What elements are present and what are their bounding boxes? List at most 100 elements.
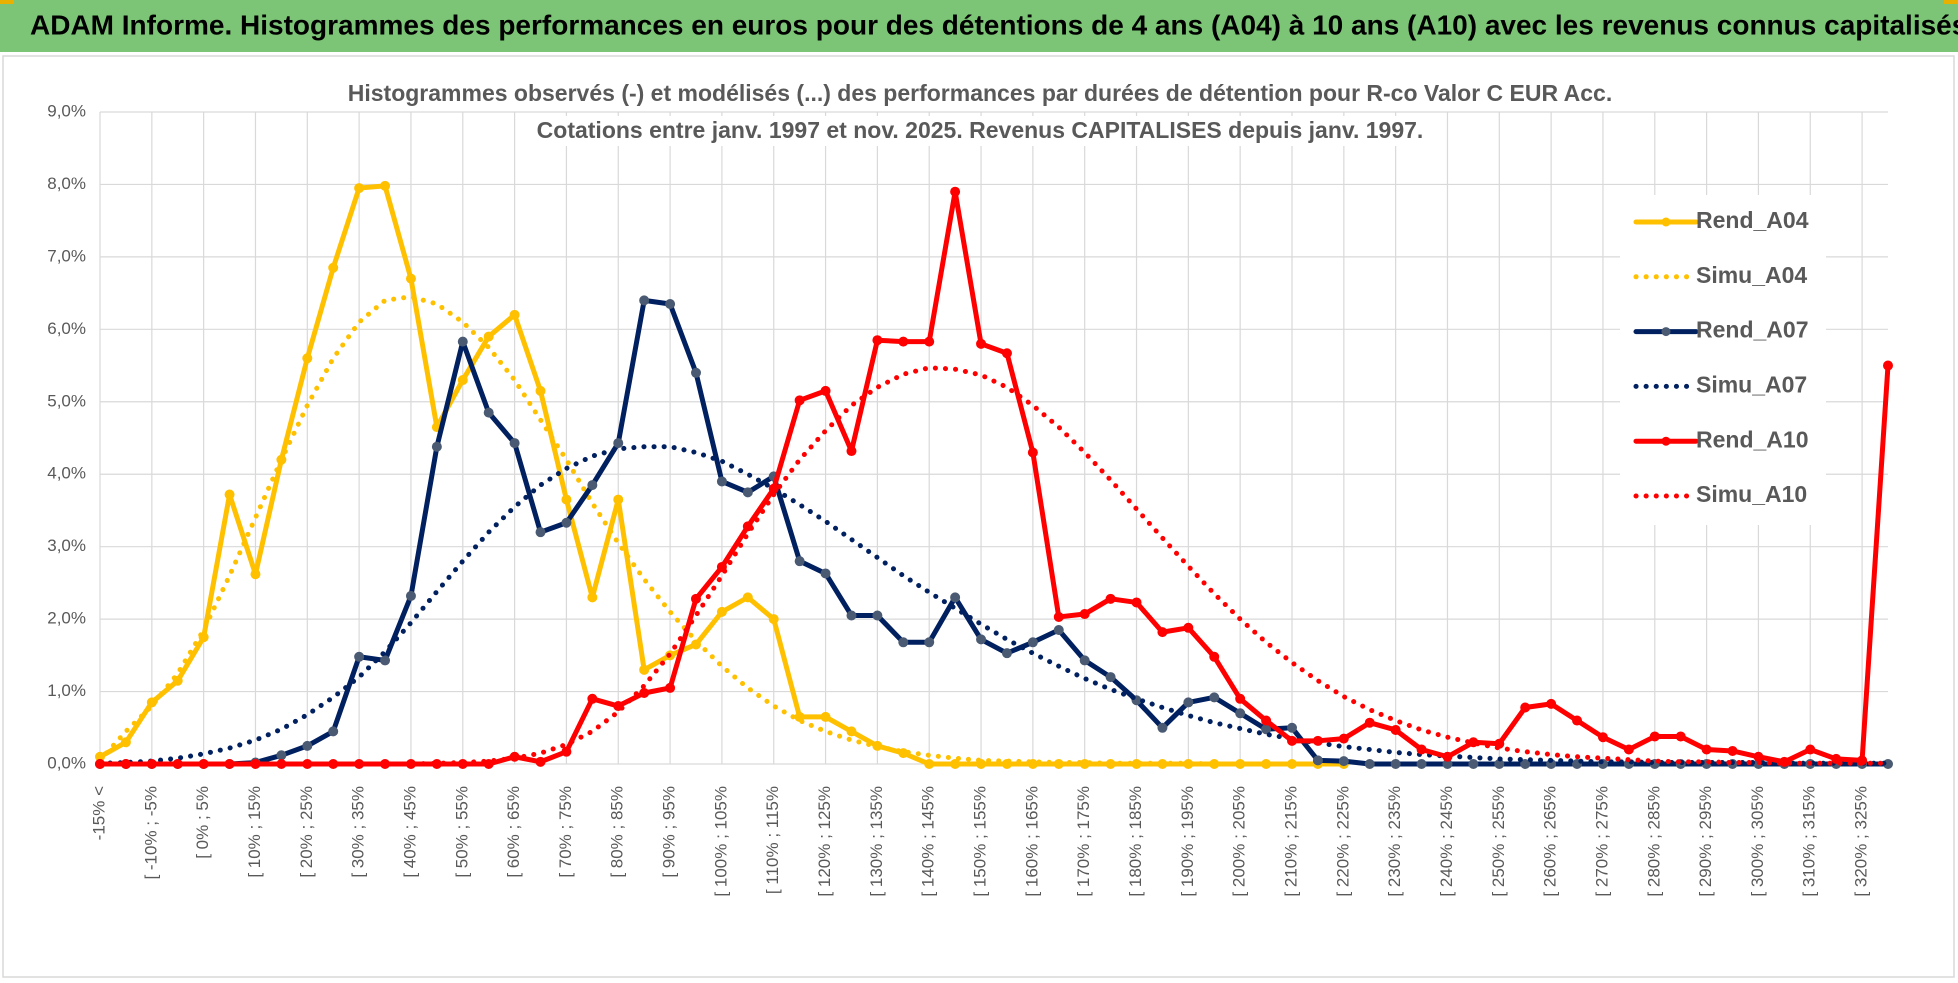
point — [950, 186, 961, 197]
point — [716, 606, 727, 617]
point — [1753, 751, 1764, 762]
point — [950, 592, 961, 603]
x-tick-label: [ 220% ; 225% — [1333, 786, 1352, 897]
point — [1157, 722, 1168, 733]
point — [405, 273, 416, 284]
point — [1390, 759, 1401, 769]
legend-marker — [1661, 327, 1671, 337]
x-tick-label: [ 30% ; 35% — [349, 786, 368, 878]
point — [587, 693, 598, 704]
x-tick-label: [ 10% ; 15% — [245, 786, 264, 878]
point — [457, 336, 468, 347]
point — [1364, 717, 1375, 728]
point — [1701, 744, 1712, 755]
x-tick-label: [ 80% ; 85% — [608, 786, 627, 878]
point — [820, 568, 831, 579]
point — [380, 180, 391, 191]
x-tick-label: [ 20% ; 25% — [297, 786, 316, 878]
legend-bg — [1620, 195, 1826, 525]
point — [924, 637, 935, 648]
point — [561, 494, 572, 505]
point — [483, 759, 494, 769]
point — [639, 664, 650, 675]
point — [1416, 744, 1427, 755]
point — [1805, 744, 1816, 755]
observed-line — [97, 297, 1891, 767]
legend-label: Simu_A10 — [1696, 481, 1807, 507]
point — [1079, 609, 1090, 620]
point — [328, 726, 339, 737]
point — [302, 353, 313, 364]
x-tick-label: [ 150% ; 155% — [971, 786, 990, 897]
point — [1287, 735, 1297, 746]
point — [1001, 648, 1012, 659]
point — [431, 441, 442, 452]
legend-label: Rend_A04 — [1696, 207, 1809, 233]
point — [1131, 597, 1142, 608]
point — [846, 610, 857, 621]
point — [1546, 698, 1557, 709]
chart-title: Histogrammes observés (-) et modélisés (… — [348, 80, 1612, 106]
x-tick-label: [ 190% ; 195% — [1178, 786, 1197, 897]
point — [354, 651, 365, 662]
point — [1079, 655, 1090, 666]
corner — [1944, 0, 1958, 4]
point — [872, 610, 883, 621]
point — [872, 335, 883, 346]
point — [1105, 593, 1116, 604]
point — [846, 726, 857, 737]
x-tick-label: [ 120% ; 125% — [815, 786, 834, 897]
point — [1883, 360, 1893, 371]
x-tick-label: [ 280% ; 285% — [1644, 786, 1663, 897]
point — [613, 494, 624, 505]
x-tick-label: [ 180% ; 185% — [1126, 786, 1145, 897]
x-tick-label: [ 40% ; 45% — [400, 786, 419, 878]
model-line — [97, 365, 1891, 767]
x-tick-label: [ 230% ; 235% — [1385, 786, 1404, 897]
point — [898, 336, 909, 347]
x-tick-label: [ 160% ; 165% — [1022, 786, 1041, 897]
point — [587, 592, 598, 603]
point — [1287, 722, 1297, 733]
y-tick-label: 1,0% — [47, 681, 86, 700]
legend-marker — [1661, 436, 1671, 446]
point — [1442, 751, 1453, 762]
point — [691, 367, 701, 378]
legend-marker — [1661, 217, 1671, 227]
point — [457, 375, 468, 386]
point — [768, 483, 779, 494]
point — [1390, 724, 1401, 735]
point — [1027, 637, 1038, 648]
x-tick-label: [ 270% ; 275% — [1592, 786, 1611, 897]
x-tick-label: [ 130% ; 135% — [867, 786, 886, 897]
point — [1105, 672, 1116, 683]
point — [1027, 447, 1038, 458]
point — [613, 438, 624, 449]
point — [561, 746, 572, 757]
point — [768, 614, 779, 625]
y-tick-label: 6,0% — [47, 319, 86, 338]
legend-label: Simu_A04 — [1696, 262, 1807, 288]
point — [665, 298, 676, 309]
point — [1649, 731, 1660, 742]
observed-line — [97, 189, 1891, 767]
point — [535, 756, 546, 767]
point — [820, 711, 831, 722]
point — [1338, 756, 1349, 767]
point — [716, 476, 727, 487]
point — [924, 759, 935, 769]
point — [1727, 745, 1738, 756]
point — [794, 395, 805, 406]
point — [380, 655, 391, 666]
point — [1209, 651, 1220, 662]
point — [276, 750, 287, 761]
x-tick-label: [ 170% ; 175% — [1074, 786, 1093, 897]
x-tick-label: [ 100% ; 105% — [711, 786, 730, 897]
y-tick-label: 8,0% — [47, 174, 86, 193]
point — [924, 336, 935, 347]
point — [1831, 753, 1842, 764]
point — [1338, 733, 1349, 744]
x-tick-label: [ 60% ; 65% — [504, 786, 523, 878]
point — [405, 590, 416, 601]
